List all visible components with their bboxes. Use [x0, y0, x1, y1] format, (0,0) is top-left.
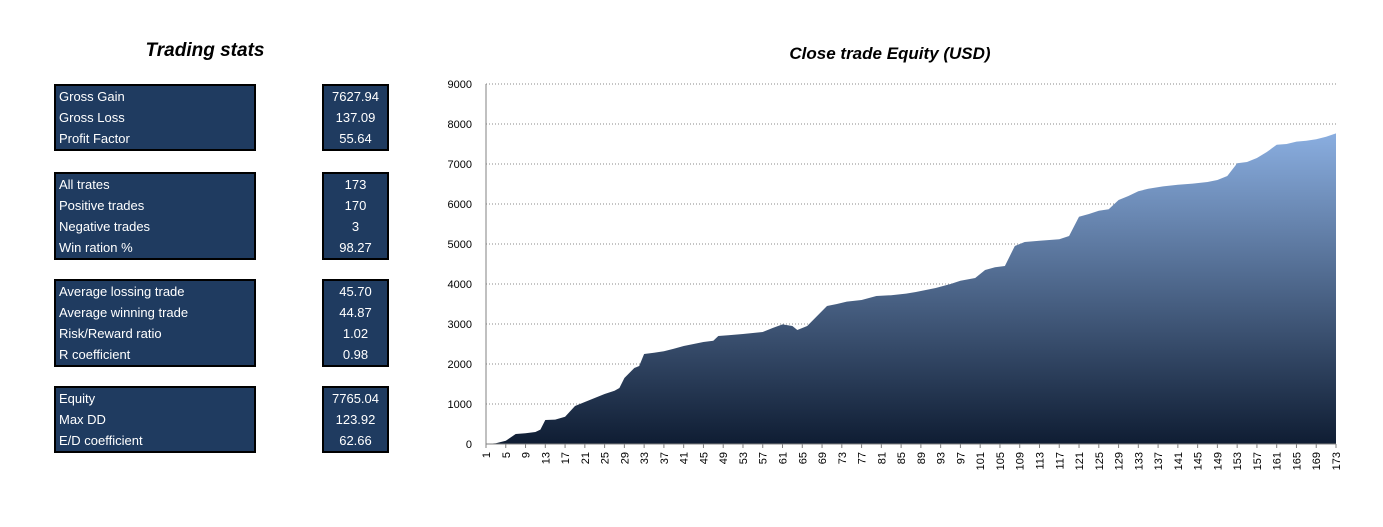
stats-value-box: 7765.04 123.92 62.66 — [322, 386, 389, 453]
x-tick-label: 1 — [481, 452, 493, 458]
stat-label: Positive trades — [59, 198, 145, 213]
x-tick-label: 53 — [738, 452, 750, 464]
stat-label: Profit Factor — [59, 131, 130, 146]
y-tick-label: 7000 — [448, 159, 472, 171]
stat-value: 170 — [344, 198, 367, 213]
stats-title: Trading stats — [145, 40, 265, 61]
x-tick-label: 165 — [1291, 452, 1303, 470]
stat-label: Average winning trade — [59, 305, 189, 320]
x-tick-label: 173 — [1331, 452, 1343, 470]
chart-title: Close trade Equity (USD) — [789, 44, 991, 63]
x-tick-label: 49 — [718, 452, 730, 464]
x-tick-label: 69 — [817, 452, 829, 464]
y-tick-label: 0 — [466, 439, 472, 451]
x-tick-label: 121 — [1074, 452, 1086, 470]
stat-value: 137.09 — [335, 110, 376, 125]
x-tick-label: 65 — [797, 452, 809, 464]
stat-label: R coefficient — [59, 347, 131, 362]
x-tick-label: 9 — [521, 452, 533, 458]
stat-value: 62.66 — [339, 433, 372, 448]
x-tick-label: 37 — [659, 452, 671, 464]
x-tick-label: 45 — [698, 452, 710, 464]
x-tick-label: 133 — [1133, 452, 1145, 470]
x-tick-label: 93 — [936, 452, 948, 464]
x-tick-label: 85 — [896, 452, 908, 464]
stats-label-box: Average lossing trade Average winning tra… — [54, 279, 256, 367]
x-tick-label: 153 — [1232, 452, 1244, 470]
x-tick-label: 113 — [1034, 452, 1046, 470]
x-tick-label: 77 — [857, 452, 869, 464]
stat-label: Win ration % — [59, 240, 133, 255]
stats-value-box: 7627.94 137.09 55.64 — [322, 84, 389, 151]
y-tick-label: 8000 — [448, 119, 472, 131]
x-tick-label: 161 — [1272, 452, 1284, 470]
x-tick-label: 157 — [1252, 452, 1264, 470]
stats-label-box: Equity Max DD E/D coefficient — [54, 386, 256, 453]
x-tick-label: 141 — [1173, 452, 1185, 470]
stat-label: Risk/Reward ratio — [59, 326, 162, 341]
x-tick-label: 29 — [619, 452, 631, 464]
stat-value: 3 — [351, 219, 360, 234]
y-tick-label: 4000 — [448, 279, 472, 291]
stat-value: 7765.04 — [332, 391, 379, 406]
x-tick-label: 145 — [1193, 452, 1205, 470]
stat-value: 7627.94 — [332, 89, 379, 104]
y-tick-label: 9000 — [448, 79, 472, 91]
stats-value-box: 45.70 44.87 1.02 0.98 — [322, 279, 389, 367]
stat-label: Gross Gain — [59, 89, 125, 104]
x-tick-label: 61 — [778, 452, 790, 464]
x-tick-label: 129 — [1114, 452, 1126, 470]
equity-area — [486, 133, 1336, 444]
x-tick-label: 5 — [501, 452, 513, 458]
stat-value: 1.02 — [342, 326, 369, 341]
stats-value-box: 173 170 3 98.27 — [322, 172, 389, 260]
stat-label: Equity — [59, 391, 96, 406]
x-tick-label: 73 — [837, 452, 849, 464]
stats-label-box: Gross Gain Gross Loss Profit Factor — [54, 84, 256, 151]
x-tick-label: 97 — [955, 452, 967, 464]
stat-label: Negative trades — [59, 219, 151, 234]
stat-label: Max DD — [59, 412, 106, 427]
y-tick-label: 5000 — [448, 239, 472, 251]
stats-label-box: All trates Positive trades Negative trades… — [54, 172, 256, 260]
stat-value: 173 — [344, 177, 367, 192]
y-tick-label: 2000 — [448, 359, 472, 371]
stat-label: E/D coefficient — [59, 433, 143, 448]
x-tick-label: 101 — [975, 452, 987, 470]
y-tick-label: 3000 — [448, 319, 472, 331]
x-tick-label: 81 — [876, 452, 888, 464]
x-tick-label: 125 — [1094, 452, 1106, 470]
stat-value: 55.64 — [339, 131, 372, 146]
x-tick-label: 109 — [1015, 452, 1027, 470]
stat-value: 98.27 — [339, 240, 372, 255]
x-tick-label: 117 — [1054, 452, 1066, 470]
y-tick-label: 1000 — [448, 399, 472, 411]
x-tick-label: 57 — [758, 452, 770, 464]
stat-value: 0.98 — [342, 347, 369, 362]
stat-value: 45.70 — [339, 284, 372, 299]
x-tick-label: 17 — [560, 452, 572, 464]
x-tick-label: 33 — [639, 452, 651, 464]
stat-label: Gross Loss — [59, 110, 125, 125]
x-tick-label: 13 — [540, 452, 552, 464]
x-tick-label: 25 — [600, 452, 612, 464]
x-tick-label: 21 — [580, 452, 592, 464]
x-tick-label: 149 — [1212, 452, 1224, 470]
x-tick-label: 137 — [1153, 452, 1165, 470]
y-tick-label: 6000 — [448, 199, 472, 211]
x-tick-label: 41 — [679, 452, 691, 464]
stat-value: 123.92 — [335, 412, 376, 427]
x-tick-label: 169 — [1311, 452, 1323, 470]
stat-label: Average lossing trade — [59, 284, 185, 299]
x-tick-label: 89 — [916, 452, 928, 464]
stat-label: All trates — [59, 177, 110, 192]
stat-value: 44.87 — [339, 305, 372, 320]
x-tick-label: 105 — [995, 452, 1007, 470]
